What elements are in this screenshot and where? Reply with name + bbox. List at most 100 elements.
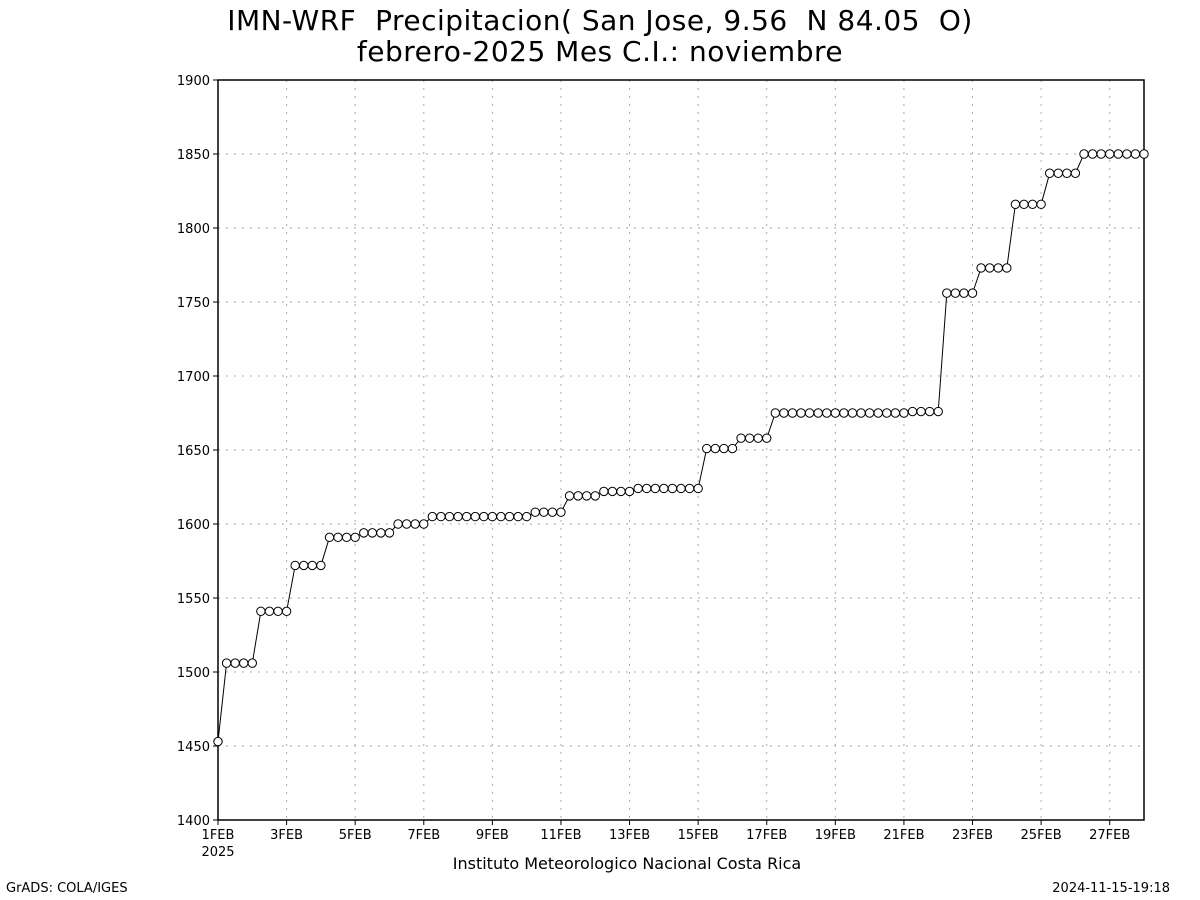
- x-tick-label: 9FEB: [476, 828, 509, 843]
- data-point: [410, 519, 420, 529]
- data-point: [539, 507, 549, 517]
- chart-subtitle: febrero-2025 Mes C.I.: noviembre: [356, 35, 844, 68]
- data-point: [727, 443, 738, 454]
- series-line: [217, 153, 1144, 742]
- data-point: [813, 408, 823, 418]
- data-point: [350, 532, 360, 543]
- data-point: [950, 288, 961, 298]
- data-point: [461, 511, 472, 522]
- x-tick-label: 27FEB: [1089, 828, 1130, 843]
- data-point: [616, 486, 626, 497]
- data-point: [239, 658, 249, 668]
- data-point: [959, 288, 969, 298]
- data-point: [796, 408, 806, 418]
- data-point: [976, 263, 986, 273]
- x-tick-sublabel: 2025: [201, 845, 234, 860]
- data-point: [650, 483, 660, 494]
- data-point: [804, 408, 815, 418]
- data-point: [221, 658, 232, 668]
- x-tick-label: 15FEB: [678, 828, 719, 843]
- data-point: [890, 408, 901, 418]
- data-point: [590, 491, 600, 501]
- data-point: [779, 408, 789, 418]
- data-point: [521, 511, 532, 522]
- data-point: [367, 528, 378, 538]
- data-point: [607, 486, 618, 497]
- x-tick-label: 13FEB: [609, 828, 650, 843]
- data-point: [341, 532, 352, 543]
- data-point: [470, 511, 480, 522]
- data-point: [419, 519, 429, 529]
- data-point: [1139, 149, 1149, 159]
- data-point: [659, 483, 669, 494]
- y-tick-label: 1550: [177, 592, 210, 607]
- data-point: [744, 433, 755, 443]
- data-point: [256, 606, 266, 617]
- data-point: [642, 483, 652, 494]
- x-tick-label: 21FEB: [883, 828, 924, 843]
- data-point: [1113, 149, 1123, 159]
- data-point: [307, 560, 318, 571]
- data-point: [1062, 168, 1072, 178]
- y-tick-label: 1450: [177, 740, 210, 755]
- grads-credit: GrADS: COLA/IGES: [6, 881, 128, 896]
- data-point: [504, 511, 515, 522]
- x-tick-label: 11FEB: [540, 828, 581, 843]
- data-point: [856, 408, 866, 418]
- x-tick-label: 7FEB: [407, 828, 440, 843]
- data-point: [753, 433, 763, 443]
- data-point: [830, 408, 841, 418]
- y-tick-label: 1750: [177, 296, 210, 311]
- data-point: [1044, 168, 1055, 178]
- data-point: [822, 408, 832, 418]
- data-point: [847, 408, 858, 418]
- data-point: [290, 560, 300, 571]
- data-point: [762, 433, 772, 443]
- data-point: [702, 443, 712, 454]
- data-point: [547, 507, 558, 517]
- data-point: [1130, 149, 1141, 159]
- data-point: [1019, 199, 1029, 210]
- data-point: [1070, 168, 1081, 178]
- data-point: [1036, 199, 1046, 210]
- x-tick-label: 5FEB: [339, 828, 372, 843]
- x-tick-label: 19FEB: [815, 828, 856, 843]
- y-tick-label: 1700: [177, 370, 210, 385]
- data-point: [693, 483, 703, 494]
- data-point: [581, 491, 592, 501]
- institution-label: Instituto Meteorologico Nacional Costa R…: [453, 854, 801, 873]
- data-point: [496, 511, 506, 522]
- data-point: [924, 406, 935, 417]
- data-point: [556, 507, 566, 517]
- axis-layer: 1400 1450 1500 1550 1600 1650 1700 1750 1800 1850…: [177, 74, 1145, 860]
- data-point: [907, 406, 918, 417]
- data-point: [316, 560, 326, 571]
- data-point: [882, 408, 892, 418]
- data-point: [213, 736, 223, 747]
- data-point: [873, 408, 883, 418]
- x-tick-label: 3FEB: [270, 828, 303, 843]
- y-tick-label: 1650: [177, 444, 210, 459]
- data-point: [479, 511, 489, 522]
- data-point: [299, 560, 309, 571]
- data-point: [376, 528, 386, 538]
- y-tick-label: 1900: [177, 74, 210, 89]
- data-point: [684, 483, 695, 494]
- data-point: [984, 263, 995, 273]
- data-point: [633, 483, 643, 494]
- data-point: [933, 406, 943, 417]
- data-point: [1087, 149, 1098, 159]
- data-point: [487, 511, 498, 522]
- data-point: [770, 408, 781, 418]
- data-point: [967, 288, 978, 298]
- data-point: [599, 486, 609, 497]
- data-point: [1002, 263, 1012, 273]
- y-tick-label: 1600: [177, 518, 210, 533]
- data-point: [864, 408, 875, 418]
- data-point: [333, 532, 343, 543]
- data-point: [667, 483, 678, 494]
- data-point: [281, 606, 292, 617]
- data-point: [1096, 149, 1106, 159]
- data-point: [719, 443, 729, 454]
